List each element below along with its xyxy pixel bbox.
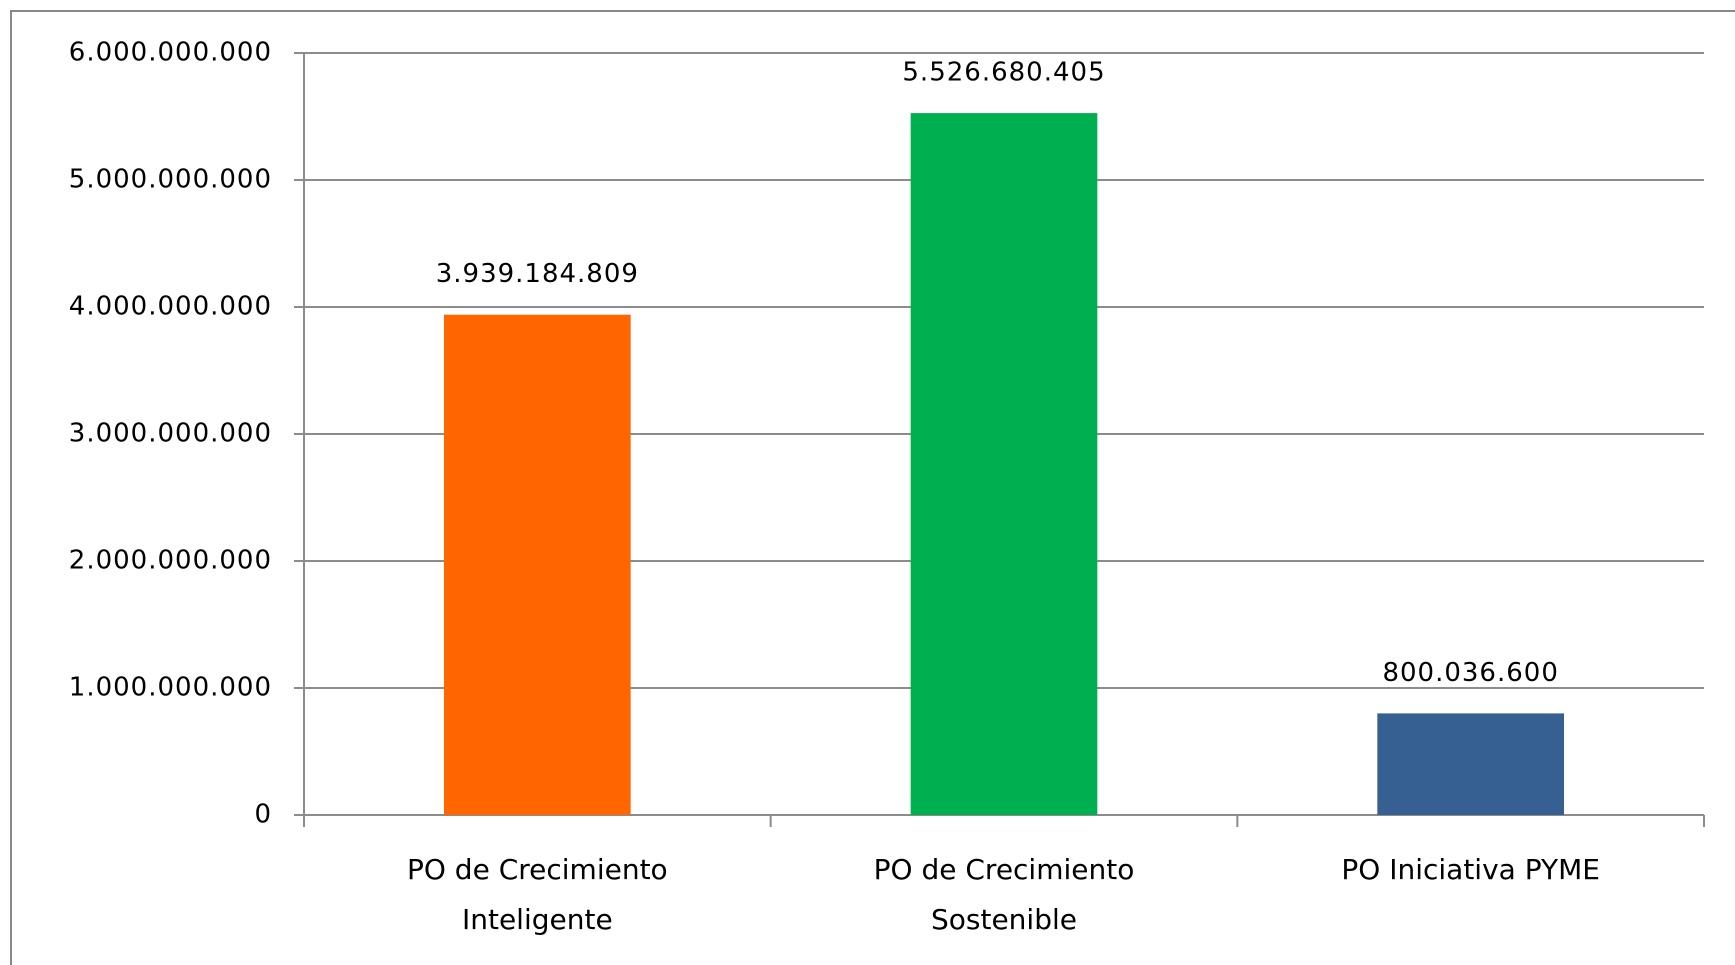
value-label: 5.526.680.405 [902, 58, 1105, 88]
y-tick-label: 0 [254, 800, 272, 830]
y-tick-label: 5.000.000.000 [69, 165, 272, 195]
x-tick-label: PO Iniciativa PYME [1341, 853, 1600, 886]
chart-frame [10, 10, 1735, 965]
bar [910, 113, 1098, 816]
x-tick-label: PO de Crecimiento Inteligente [406, 853, 668, 936]
y-tick-label: 4.000.000.000 [69, 292, 272, 322]
y-tick-label: 1.000.000.000 [69, 673, 272, 703]
y-tick-label: 6.000.000.000 [69, 38, 272, 68]
bar [444, 314, 631, 815]
bar [1377, 713, 1564, 815]
y-tick-label: 3.000.000.000 [69, 419, 272, 449]
value-label: 3.939.184.809 [436, 259, 639, 289]
value-label: 800.036.600 [1382, 658, 1558, 688]
x-tick-label: PO de Crecimiento Sostenible [873, 853, 1135, 936]
y-tick-label: 2.000.000.000 [69, 546, 272, 576]
